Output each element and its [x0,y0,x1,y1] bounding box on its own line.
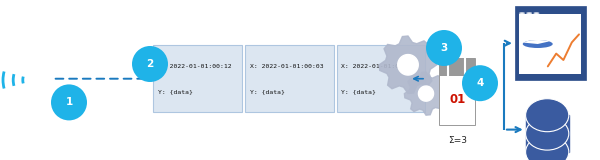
FancyBboxPatch shape [439,58,475,125]
Text: Y: {data}: Y: {data} [158,89,193,94]
Text: Y: {data}: Y: {data} [341,89,376,94]
Text: 4: 4 [476,78,484,88]
Text: X: 2022-01-01:00:03: X: 2022-01-01:00:03 [250,64,323,69]
Text: 01: 01 [449,93,466,106]
FancyBboxPatch shape [245,45,334,112]
FancyBboxPatch shape [439,58,475,76]
Ellipse shape [526,99,569,132]
Circle shape [519,12,525,14]
Text: Σ=3: Σ=3 [448,136,467,145]
FancyBboxPatch shape [153,45,242,112]
Ellipse shape [426,30,462,66]
FancyBboxPatch shape [519,14,581,74]
Ellipse shape [51,84,87,120]
Polygon shape [379,36,437,94]
Ellipse shape [526,117,569,150]
Text: X: 2022-01-01:00:12: X: 2022-01-01:00:12 [158,64,232,69]
Ellipse shape [526,136,569,160]
Polygon shape [526,115,569,152]
Circle shape [533,12,539,14]
Text: X: 2022-01-01:00:01: X: 2022-01-01:00:01 [341,64,415,69]
Ellipse shape [462,65,498,101]
FancyBboxPatch shape [337,45,425,112]
FancyBboxPatch shape [515,6,586,80]
Polygon shape [398,55,418,75]
Wedge shape [524,40,549,44]
Ellipse shape [132,46,168,82]
Text: 2: 2 [146,59,154,69]
Text: 1: 1 [65,97,73,107]
Text: Y: {data}: Y: {data} [250,89,284,94]
Circle shape [526,12,532,14]
Text: 3: 3 [440,43,448,53]
Circle shape [523,40,553,48]
Polygon shape [418,86,434,101]
Polygon shape [404,72,448,115]
